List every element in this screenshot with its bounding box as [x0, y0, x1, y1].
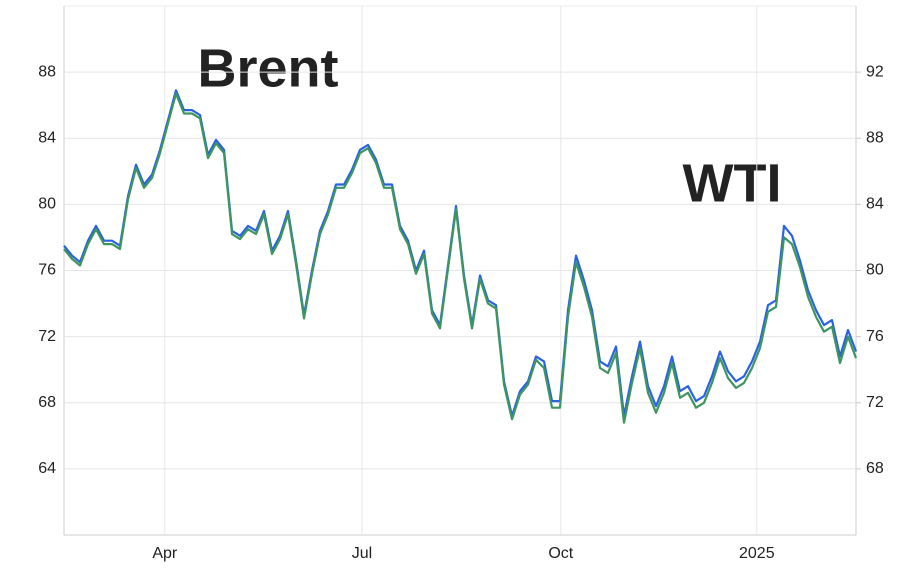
x-tick-label: Jul — [352, 545, 372, 562]
y-tick-label: 88 — [38, 63, 56, 80]
series-label: Brent — [197, 38, 338, 98]
y-tick-label: 64 — [38, 460, 56, 477]
y2-tick-label: 92 — [866, 63, 884, 80]
y2-tick-label: 80 — [866, 262, 884, 279]
y-tick-label: 76 — [38, 262, 56, 279]
y2-tick-label: 72 — [866, 394, 884, 411]
y2-tick-label: 68 — [866, 460, 884, 477]
y2-tick-label: 76 — [866, 328, 884, 345]
x-tick-label: Apr — [152, 545, 178, 562]
y-tick-label: 72 — [38, 328, 56, 345]
x-tick-label: Oct — [548, 545, 573, 562]
y2-tick-label: 84 — [866, 196, 884, 213]
y-tick-label: 84 — [38, 129, 56, 146]
data-line — [63, 92, 858, 424]
x-tick-label: 2025 — [739, 545, 775, 562]
series-label: WTI — [683, 153, 782, 213]
y2-tick-label: 88 — [866, 129, 884, 146]
y-tick-label: 68 — [38, 394, 56, 411]
y-tick-label: 80 — [38, 196, 56, 213]
